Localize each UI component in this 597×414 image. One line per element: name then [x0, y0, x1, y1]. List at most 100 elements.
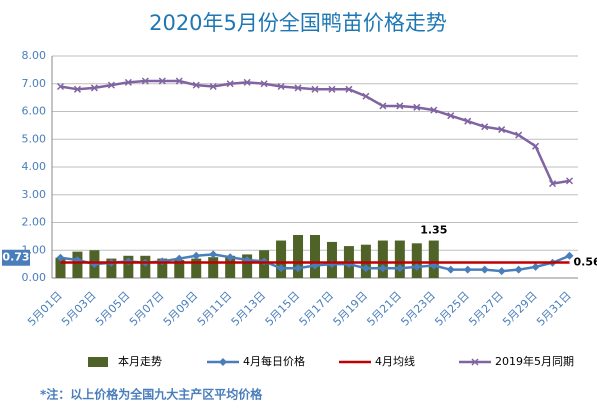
marker — [413, 103, 421, 111]
x-tick-label: 5月09日 — [161, 289, 201, 329]
marker — [480, 265, 489, 274]
marker — [175, 77, 183, 85]
y-tick-label: 6.00 — [22, 105, 47, 118]
y-tick-label: 8.00 — [22, 49, 47, 62]
marker — [209, 82, 217, 91]
marker — [226, 80, 234, 88]
marker — [277, 82, 285, 91]
line — [60, 79, 570, 186]
marker — [379, 102, 387, 110]
x-tick-label: 5月17日 — [297, 289, 337, 329]
marker — [209, 250, 218, 259]
x-tick-label: 5月11日 — [195, 289, 235, 329]
x-tick-label: 5月25日 — [432, 289, 472, 329]
marker — [158, 77, 166, 85]
x-tick-label: 5月21日 — [364, 289, 404, 329]
bar — [140, 255, 151, 278]
x-tick-label: 5月19日 — [331, 289, 371, 329]
bar — [428, 240, 439, 278]
data-label: 0.56 — [574, 255, 597, 268]
marker — [481, 123, 489, 131]
marker — [345, 85, 353, 93]
marker — [73, 85, 81, 93]
marker — [56, 82, 65, 91]
legend-label: 2019年5月同期 — [495, 354, 574, 368]
y-tick-label: 2.00 — [22, 216, 47, 229]
x-tick-label: 5月03日 — [59, 289, 99, 329]
marker — [124, 78, 132, 86]
bar — [55, 257, 66, 278]
marker — [56, 253, 65, 262]
marker — [531, 262, 540, 271]
x-tick-label: 5月31日 — [534, 289, 574, 329]
marker — [412, 262, 421, 271]
marker — [328, 85, 336, 93]
marker — [515, 131, 523, 139]
x-tick-label: 5月01日 — [25, 289, 65, 329]
marker — [361, 264, 370, 273]
x-tick-label: 5月23日 — [398, 289, 438, 329]
marker — [396, 102, 404, 110]
marker — [175, 254, 184, 263]
legend-label: 4月均线 — [375, 354, 415, 368]
y-tick-label: 4.00 — [22, 160, 47, 173]
y-tick-label: 3.00 — [22, 188, 47, 201]
marker — [107, 81, 115, 89]
marker — [141, 77, 149, 85]
marker — [277, 264, 286, 273]
bar — [174, 259, 185, 278]
bar — [411, 243, 422, 278]
marker — [514, 265, 523, 274]
marker — [565, 251, 574, 260]
marker — [464, 117, 472, 125]
bar — [225, 255, 236, 278]
marker — [311, 85, 319, 93]
marker — [395, 264, 404, 273]
marker — [446, 265, 455, 274]
data-label: 1.35 — [420, 224, 447, 237]
marker — [447, 112, 455, 120]
legend-label: 本月走势 — [118, 354, 162, 368]
x-tick-label: 5月07日 — [127, 289, 167, 329]
y-tick-label: 7.00 — [22, 77, 47, 90]
bar — [157, 258, 168, 278]
bar — [276, 240, 287, 278]
marker — [260, 80, 268, 88]
x-tick-label: 5月29日 — [500, 289, 540, 329]
marker — [243, 78, 251, 86]
marker — [549, 180, 557, 188]
marker — [430, 106, 438, 114]
marker — [497, 267, 506, 276]
x-tick-label: 5月15日 — [263, 289, 303, 329]
bar — [326, 241, 337, 278]
data-label: 0.73 — [2, 251, 29, 264]
legend-marker — [219, 358, 227, 366]
bar — [377, 240, 388, 278]
bar — [123, 255, 134, 278]
legend-marker — [471, 358, 479, 366]
note: *注：以上价格为全国九大主产区平均价格 — [40, 387, 263, 402]
label-box — [2, 249, 30, 266]
marker — [498, 126, 506, 134]
bar — [191, 258, 202, 278]
x-tick-label: 5月27日 — [466, 289, 506, 329]
bar — [310, 234, 320, 278]
marker — [378, 264, 387, 273]
legend-label: 4月每日价格 — [243, 354, 305, 368]
marker — [532, 142, 540, 150]
marker — [294, 84, 302, 92]
bar — [242, 254, 253, 278]
marker — [463, 265, 472, 274]
marker — [192, 81, 200, 89]
marker — [294, 264, 303, 273]
y-tick-label: 5.00 — [22, 132, 47, 145]
bar — [106, 258, 117, 278]
y-tick-label: 0.00 — [22, 271, 47, 284]
marker — [192, 251, 201, 260]
x-tick-label: 5月05日 — [93, 289, 133, 329]
legend-swatch — [88, 357, 108, 367]
bar — [208, 257, 219, 278]
marker — [362, 92, 370, 100]
bar — [72, 251, 83, 278]
